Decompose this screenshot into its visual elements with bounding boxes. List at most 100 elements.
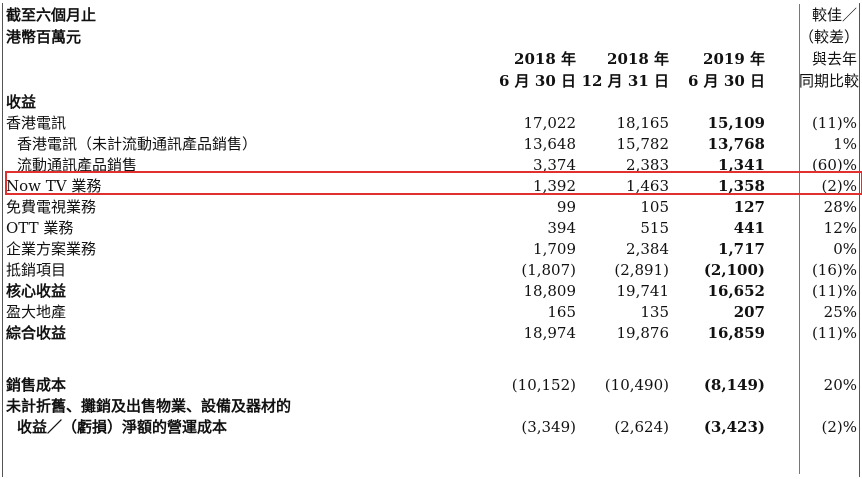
- compare-header-2: （較差）: [799, 27, 860, 46]
- row-label: 綜合收益: [6, 324, 67, 342]
- table-row: 抵銷項目 (1,807) (2,891) (2,100) (16)%: [3, 260, 859, 281]
- row-label: 企業方案業務: [6, 240, 97, 258]
- row-value-2018-jun: 1,709: [533, 240, 576, 258]
- row-value-2019-jun: 1,717: [718, 240, 765, 258]
- table-row-opex: 收益／（虧損）淨額的營運成本 (3,349) (2,624) (3,423) (…: [3, 417, 859, 438]
- row-compare: (2)%: [821, 177, 857, 195]
- row-label: Now TV 業務: [6, 177, 102, 195]
- row-value-2018-jun: (10,152): [511, 376, 576, 394]
- row-value-2018-dec: 1,463: [626, 177, 669, 195]
- row-compare: 25%: [823, 303, 857, 321]
- table-row: Now TV 業務 1,392 1,463 1,358 (2)%: [3, 176, 859, 197]
- col3-date: 6 月 30 日: [688, 71, 765, 90]
- section-title-revenue: 收益: [6, 93, 37, 111]
- row-compare: (11)%: [811, 114, 857, 132]
- row-label: 香港電訊（未計流動通訊產品銷售）: [17, 135, 258, 153]
- table-row-subtotal: 核心收益 18,809 19,741 16,652 (11)%: [3, 281, 859, 302]
- row-value-2018-dec: 515: [640, 219, 669, 237]
- section-row: 收益: [3, 92, 859, 113]
- row-value-2018-jun: 3,374: [533, 156, 576, 174]
- table-row-opex-label: 未計折舊、攤銷及出售物業、設備及器材的: [3, 396, 859, 417]
- row-compare: 12%: [823, 219, 857, 237]
- row-value-2019-jun: 127: [733, 198, 765, 216]
- row-value-2019-jun: 207: [733, 303, 765, 321]
- row-label: 香港電訊: [6, 114, 67, 132]
- row-value-2018-dec: 135: [640, 303, 669, 321]
- row-label: 免費電視業務: [6, 198, 97, 216]
- row-value-2018-dec: 15,782: [616, 135, 670, 153]
- row-value-2019-jun: 16,652: [707, 282, 765, 300]
- row-value-2018-jun: 13,648: [523, 135, 577, 153]
- row-value-2018-dec: (10,490): [604, 376, 669, 394]
- row-value-2019-jun: 16,859: [707, 324, 765, 342]
- col1-date: 6 月 30 日: [499, 71, 576, 90]
- col2-year: 2018 年: [607, 49, 669, 68]
- row-compare: 20%: [823, 376, 857, 394]
- row-label: OTT 業務: [6, 219, 74, 237]
- row-value-2018-jun: (3,349): [521, 418, 576, 436]
- row-value-2018-dec: 105: [640, 198, 669, 216]
- row-value-2019-jun: 1,341: [718, 156, 765, 174]
- table-row-total: 綜合收益 18,974 19,876 16,859 (11)%: [3, 323, 859, 344]
- table-row: 香港電訊 17,022 18,165 15,109 (11)%: [3, 113, 859, 134]
- row-value-2019-jun: 1,358: [718, 177, 765, 195]
- row-label: 盈大地產: [6, 303, 67, 321]
- row-value-2019-jun: (8,149): [703, 376, 765, 394]
- row-compare: 28%: [823, 198, 857, 216]
- row-value-2018-jun: 18,809: [523, 282, 577, 300]
- row-label-line2: 收益／（虧損）淨額的營運成本: [17, 418, 228, 436]
- row-value-2018-dec: 19,741: [616, 282, 670, 300]
- table-row-cost: 銷售成本 (10,152) (10,490) (8,149) 20%: [3, 375, 859, 396]
- col3-year: 2019 年: [703, 49, 765, 68]
- row-compare: (11)%: [811, 282, 857, 300]
- table-frame: [2, 3, 860, 477]
- compare-header-3: 與去年: [811, 49, 857, 68]
- row-compare: (16)%: [811, 261, 857, 279]
- row-compare: (2)%: [821, 418, 857, 436]
- row-value-2019-jun: 15,109: [707, 114, 765, 132]
- compare-header-1: 較佳／: [811, 5, 857, 24]
- row-value-2018-jun: (1,807): [521, 261, 576, 279]
- table-row: 香港電訊（未計流動通訊產品銷售） 13,648 15,782 13,768 1%: [3, 134, 859, 155]
- table-row: 盈大地產 165 135 207 25%: [3, 302, 859, 323]
- row-value-2018-jun: 1,392: [533, 177, 576, 195]
- col1-year: 2018 年: [514, 49, 576, 68]
- row-value-2018-dec: 2,383: [626, 156, 669, 174]
- row-label-line1: 未計折舊、攤銷及出售物業、設備及器材的: [6, 397, 292, 415]
- row-value-2018-dec: (2,624): [614, 418, 669, 436]
- table-row-highlighted: 流動通訊產品銷售 3,374 2,383 1,341 (60)%: [3, 155, 859, 176]
- column-divider: [799, 4, 800, 474]
- table-row: 企業方案業務 1,709 2,384 1,717 0%: [3, 239, 859, 260]
- header-row-4: 6 月 30 日 12 月 31 日 6 月 30 日 同期比較: [3, 70, 859, 92]
- row-value-2018-jun: 99: [556, 198, 576, 216]
- row-value-2018-jun: 18,974: [523, 324, 577, 342]
- row-compare: 0%: [833, 240, 857, 258]
- row-value-2019-jun: (2,100): [703, 261, 765, 279]
- header-row-1: 截至六個月止 較佳／: [3, 4, 859, 26]
- row-value-2019-jun: (3,423): [703, 418, 765, 436]
- row-label: 核心收益: [6, 282, 67, 300]
- row-value-2018-dec: 19,876: [616, 324, 670, 342]
- col2-date: 12 月 31 日: [581, 71, 669, 90]
- row-value-2019-jun: 13,768: [707, 135, 765, 153]
- row-compare: (11)%: [811, 324, 857, 342]
- row-value-2018-dec: 18,165: [616, 114, 670, 132]
- row-label: 抵銷項目: [6, 261, 67, 279]
- row-compare: 1%: [833, 135, 857, 153]
- unit-label: 港幣百萬元: [6, 27, 82, 46]
- table-row: OTT 業務 394 515 441 12%: [3, 218, 859, 239]
- header-row-2: 港幣百萬元 （較差）: [3, 26, 859, 48]
- row-label: 銷售成本: [6, 376, 67, 394]
- row-value-2018-jun: 165: [547, 303, 576, 321]
- compare-header-4: 同期比較: [799, 71, 860, 90]
- row-value-2018-dec: (2,891): [614, 261, 669, 279]
- row-compare: (60)%: [811, 156, 857, 174]
- table-row: 免費電視業務 99 105 127 28%: [3, 197, 859, 218]
- row-value-2019-jun: 441: [733, 219, 765, 237]
- row-value-2018-jun: 17,022: [523, 114, 577, 132]
- row-label: 流動通訊產品銷售: [17, 156, 138, 174]
- row-value-2018-dec: 2,384: [626, 240, 669, 258]
- financial-table: 截至六個月止 較佳／ 港幣百萬元 （較差） 2018 年 2018 年 2019…: [3, 4, 859, 438]
- row-value-2018-jun: 394: [547, 219, 576, 237]
- period-label: 截至六個月止: [6, 5, 97, 24]
